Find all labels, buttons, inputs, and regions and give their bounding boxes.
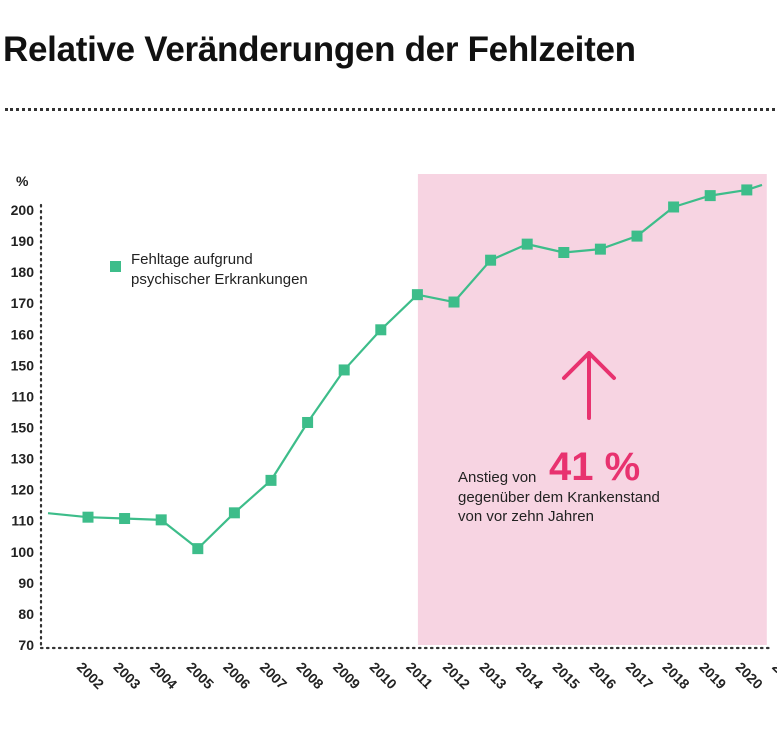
legend-label-line-2: psychischer Erkrankungen: [131, 271, 308, 288]
data-point: [594, 243, 606, 255]
annotation-value: 41 %: [549, 445, 640, 489]
y-tick-label: 160: [11, 326, 35, 342]
y-tick-label: 100: [11, 544, 35, 560]
x-tick-label: 2006: [220, 659, 253, 692]
data-point: [521, 238, 533, 250]
y-tick-label: 110: [11, 513, 34, 529]
y-tick-label: 120: [11, 482, 35, 498]
y-tick-label: 90: [18, 575, 34, 591]
annotation-prefix: Anstieg von: [458, 469, 536, 486]
x-tick-label: 2020: [733, 659, 766, 692]
data-point: [558, 246, 570, 258]
x-tick-label: 2007: [257, 659, 290, 692]
y-axis-unit: %: [16, 173, 29, 189]
x-tick-label: 2010: [367, 659, 400, 692]
x-tick-label: 2005: [184, 659, 217, 692]
x-tick-label: 2012: [440, 659, 473, 692]
x-tick-label: 2004: [147, 659, 180, 692]
x-tick-label: 2019: [696, 659, 729, 692]
y-tick-label: 110: [11, 388, 34, 404]
x-tick-label: 2021: [769, 659, 777, 692]
annotation-line-2: gegenüber dem Krankenstand: [458, 489, 660, 506]
legend-marker: [110, 261, 121, 272]
data-point: [375, 324, 387, 336]
x-tick-label: 2002: [74, 659, 107, 692]
data-point: [119, 513, 131, 525]
title-divider: [5, 108, 775, 111]
legend-label-line-1: Fehltage aufgrund: [131, 251, 253, 268]
data-point: [668, 201, 680, 213]
y-tick-label: 180: [11, 264, 35, 280]
x-tick-label: 2013: [476, 659, 509, 692]
data-point: [265, 474, 277, 486]
increase-arrow-icon: [562, 351, 616, 420]
data-point: [631, 230, 643, 242]
data-point: [155, 514, 167, 526]
data-point: [192, 543, 204, 555]
x-tick-label: 2014: [513, 659, 546, 692]
y-tick-label: 190: [11, 233, 35, 249]
data-point: [228, 507, 240, 519]
data-point: [411, 289, 423, 301]
annotation-line-3: von vor zehn Jahren: [458, 508, 594, 525]
y-tick-label: 170: [11, 295, 35, 311]
data-point: [302, 416, 314, 428]
y-tick-label: 150: [11, 420, 35, 436]
x-tick-label: 2017: [623, 659, 656, 692]
y-tick-label: 200: [11, 202, 35, 218]
x-tick-label: 2018: [659, 659, 692, 692]
chart-title: Relative Veränderungen der Fehlzeiten: [3, 30, 636, 69]
data-point: [448, 296, 460, 308]
y-tick-label: 80: [18, 606, 34, 622]
x-tick-label: 2015: [550, 659, 583, 692]
data-point: [741, 184, 753, 196]
data-point: [82, 511, 94, 523]
y-tick-label: 130: [11, 451, 35, 467]
y-tick-label: 70: [18, 637, 34, 653]
x-tick-label: 2009: [330, 659, 363, 692]
y-tick-label: 150: [11, 357, 35, 373]
data-point: [338, 364, 350, 376]
x-tick-label: 2003: [110, 659, 143, 692]
data-point: [704, 190, 716, 202]
highlight-band: [417, 174, 767, 645]
x-tick-label: 2016: [586, 659, 619, 692]
data-point: [485, 254, 497, 266]
x-tick-label: 2008: [293, 659, 326, 692]
x-tick-label: 2011: [403, 659, 436, 692]
